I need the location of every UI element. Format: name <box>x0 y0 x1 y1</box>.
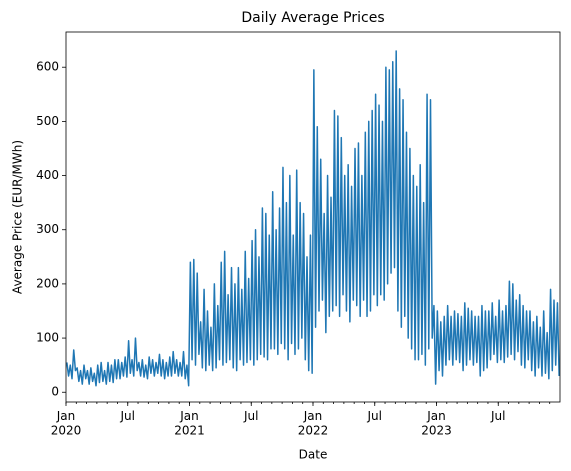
x-axis-label: Date <box>299 448 328 462</box>
x-tick-label: Jan 2023 <box>421 409 452 437</box>
chart-title: Daily Average Prices <box>241 10 384 26</box>
y-tick-label: 200 <box>36 276 59 290</box>
y-tick-label: 600 <box>36 60 59 74</box>
y-axis-label: Average Price (EUR/MWh) <box>11 140 25 294</box>
x-tick-label: Jul <box>490 409 505 423</box>
y-tick-label: 0 <box>51 385 59 399</box>
price-line <box>66 50 560 387</box>
x-tick-label: Jul <box>367 409 382 423</box>
x-tick-label: Jan 2020 <box>51 409 82 437</box>
y-tick-label: 500 <box>36 114 59 128</box>
plot-frame <box>65 31 561 403</box>
y-tick-label: 400 <box>36 168 59 182</box>
y-tick-label: 300 <box>36 222 59 236</box>
x-tick-label: Jan 2022 <box>298 409 329 437</box>
x-tick-label: Jul <box>243 409 258 423</box>
y-tick-label: 100 <box>36 331 59 345</box>
x-tick-label: Jul <box>120 409 135 423</box>
x-tick-label: Jan 2021 <box>174 409 205 437</box>
